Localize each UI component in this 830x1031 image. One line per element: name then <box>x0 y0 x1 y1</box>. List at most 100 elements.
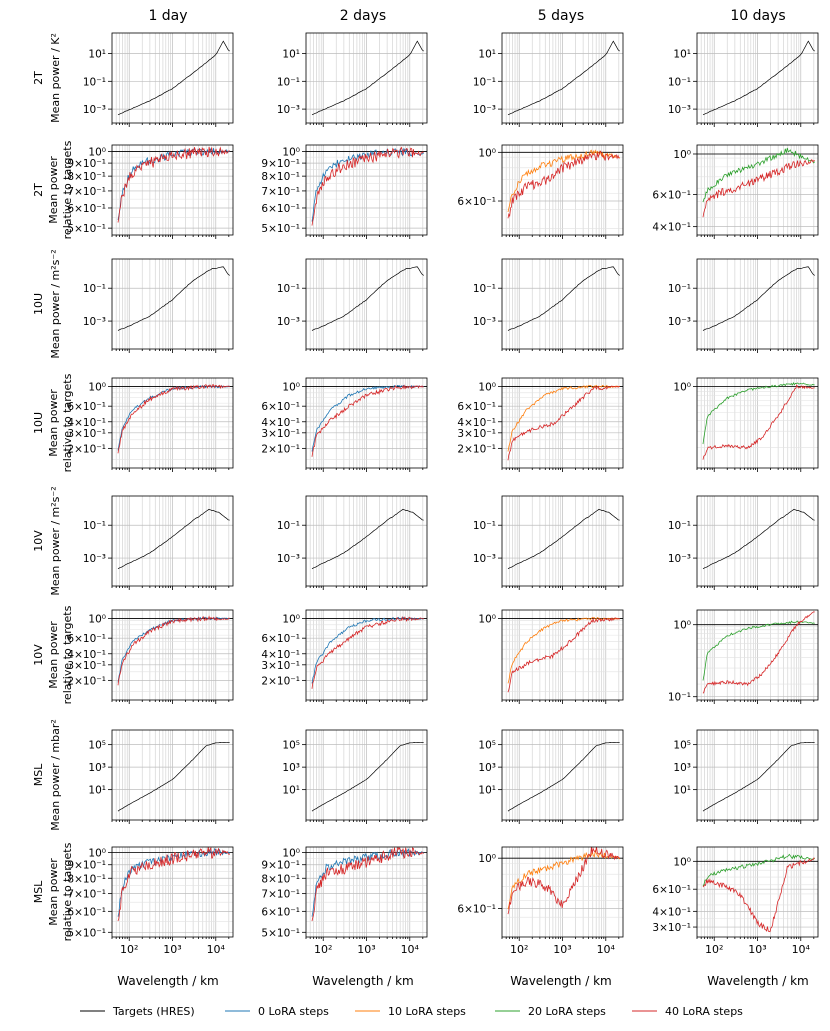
series-early-lora <box>117 147 230 221</box>
row-ylabel-line2: relative to targets <box>61 842 74 941</box>
column-titles: 1 day 2 days 5 days 10 days <box>148 8 785 24</box>
row-variable-label: 2T <box>32 183 45 197</box>
panel-r7-c4: 10¹ 10³ 10⁵ <box>673 729 819 824</box>
panel-grid <box>697 730 818 820</box>
x-axis-labels: Wavelength / km Wavelength / km Waveleng… <box>117 974 809 988</box>
series-targets <box>702 508 815 570</box>
panel-lines <box>311 508 424 570</box>
panel-r6-c2: 10⁰ 6×10⁻¹ 4×10⁻¹3×10⁻¹ 2×10⁻¹ <box>261 609 428 704</box>
legend-label-40-lora: 40 LoRA steps <box>665 1005 743 1018</box>
y-tick-label: 8×10⁻¹ <box>67 873 106 885</box>
y-tick-label: 5×10⁻¹ <box>67 223 106 235</box>
panel-lines <box>507 40 620 116</box>
panel-lines <box>311 266 424 331</box>
y-tick-label: 10⁰ <box>88 848 106 860</box>
row-variable-label: 10U <box>32 412 45 434</box>
y-tick-label: 10⁰ <box>478 853 496 865</box>
y-tick-label: 9×10⁻¹ <box>261 860 300 872</box>
series-40-lora <box>702 857 815 933</box>
panel-lines <box>306 615 427 689</box>
panel-grid <box>306 610 427 700</box>
y-tick-label: 9×10⁻¹ <box>67 860 106 872</box>
panel-grid <box>306 145 427 235</box>
x-axis-label: Wavelength / km <box>510 974 612 988</box>
series-40-lora <box>117 146 230 223</box>
y-tick-label: 10⁰ <box>88 382 106 394</box>
panel-grid <box>697 33 818 123</box>
panel-r6-c1: 10⁰ 6×10⁻¹ 4×10⁻¹3×10⁻¹ 2×10⁻¹ <box>67 609 234 704</box>
y-tick-label: 10⁻³ <box>277 553 300 565</box>
y-tick-label: 7×10⁻¹ <box>261 186 300 198</box>
panel-r5-c4: 10⁻³ 10⁻¹ <box>668 495 819 590</box>
series-early-lora <box>117 385 230 451</box>
panel-r6-c3: 10⁰ <box>478 609 624 704</box>
row-ylabel: Mean power / mbar² <box>49 719 62 831</box>
series-targets <box>702 742 815 812</box>
y-tick-label: 10³ <box>282 762 300 774</box>
y-tick-label: 8×10⁻¹ <box>261 171 300 183</box>
panel-lines <box>502 847 623 915</box>
y-tick-label: 10⁻³ <box>668 316 691 328</box>
panel-r3-c3: 10⁻³ 10⁻¹ <box>473 258 624 353</box>
panel-lines <box>507 742 620 812</box>
panel-lines <box>117 508 230 570</box>
y-tick-label: 3×10⁻¹ <box>457 428 496 440</box>
y-tick-label: 10⁻¹ <box>83 76 106 88</box>
y-tick-label: 10⁰ <box>478 147 496 159</box>
series-targets <box>117 742 230 812</box>
y-tick-label: 8×10⁻¹ <box>67 171 106 183</box>
y-tick-label: 5×10⁻¹ <box>261 223 300 235</box>
row-ylabel-line2: relative to targets <box>61 140 74 239</box>
series-40-lora <box>117 384 230 454</box>
y-tick-label: 10⁻³ <box>473 553 496 565</box>
row-variable-label: MSL <box>32 880 45 903</box>
y-tick-label: 4×10⁻¹ <box>261 417 300 429</box>
x-axis-label: Wavelength / km <box>312 974 414 988</box>
series-40-lora <box>311 146 424 226</box>
y-tick-label: 10⁻¹ <box>277 76 300 88</box>
y-tick-label: 6×10⁻¹ <box>67 906 106 918</box>
series-40-lora <box>311 615 424 689</box>
y-tick-label: 4×10⁻¹ <box>652 222 691 234</box>
series-40-lora <box>117 847 230 922</box>
y-tick-label: 8×10⁻¹ <box>261 873 300 885</box>
panel-lines <box>697 147 818 218</box>
series-targets <box>507 40 620 116</box>
panel-r2-c4: 10⁰ 6×10⁻¹ 4×10⁻¹ <box>652 144 819 239</box>
column-title-2-days: 2 days <box>340 8 386 24</box>
y-tick-label: 9×10⁻¹ <box>261 158 300 170</box>
panel-lines <box>112 847 233 922</box>
panel-r4-c2: 10⁰ 6×10⁻¹ 4×10⁻¹3×10⁻¹ 2×10⁻¹ <box>261 377 428 472</box>
panel-r1-c2: 10⁻³ 10⁻¹ 10¹ <box>277 32 428 127</box>
y-tick-label: 7×10⁻¹ <box>67 889 106 901</box>
panel-lines <box>697 382 818 460</box>
series-early-lora <box>311 147 424 222</box>
column-title-1-day: 1 day <box>148 8 187 24</box>
panel-grid <box>306 259 427 349</box>
y-tick-label: 10⁻¹ <box>668 692 691 704</box>
panel-r4-c1: 10⁰ 6×10⁻¹ 4×10⁻¹3×10⁻¹ 2×10⁻¹ <box>67 377 234 472</box>
y-tick-label: 10¹ <box>673 49 691 61</box>
x-axis-label: Wavelength / km <box>117 974 219 988</box>
y-tick-label: 2×10⁻¹ <box>457 443 496 455</box>
y-tick-label: 10⁰ <box>282 146 300 158</box>
y-tick-label: 6×10⁻¹ <box>652 189 691 201</box>
y-tick-label: 10⁻³ <box>668 104 691 116</box>
panel-r7-c3: 10¹ 10³ 10⁵ <box>478 729 624 824</box>
panel-grid <box>112 33 233 123</box>
legend-label-10-lora: 10 LoRA steps <box>388 1005 466 1018</box>
panel-lines <box>311 742 424 812</box>
y-tick-label: 3×10⁻¹ <box>652 922 691 934</box>
series-40-lora <box>311 384 424 457</box>
y-tick-label: 6×10⁻¹ <box>261 906 300 918</box>
panel-grid <box>502 847 623 937</box>
series-early-lora <box>702 382 815 445</box>
panel-lines <box>117 40 230 116</box>
column-title-5-days: 5 days <box>538 8 584 24</box>
x-tick-label: 10² <box>120 943 138 956</box>
y-tick-label: 2×10⁻¹ <box>67 443 106 455</box>
panel-r7-c1: 10¹ 10³ 10⁵ <box>88 729 234 824</box>
y-tick-label: 5×10⁻¹ <box>261 927 300 939</box>
y-tick-label: 7×10⁻¹ <box>261 889 300 901</box>
